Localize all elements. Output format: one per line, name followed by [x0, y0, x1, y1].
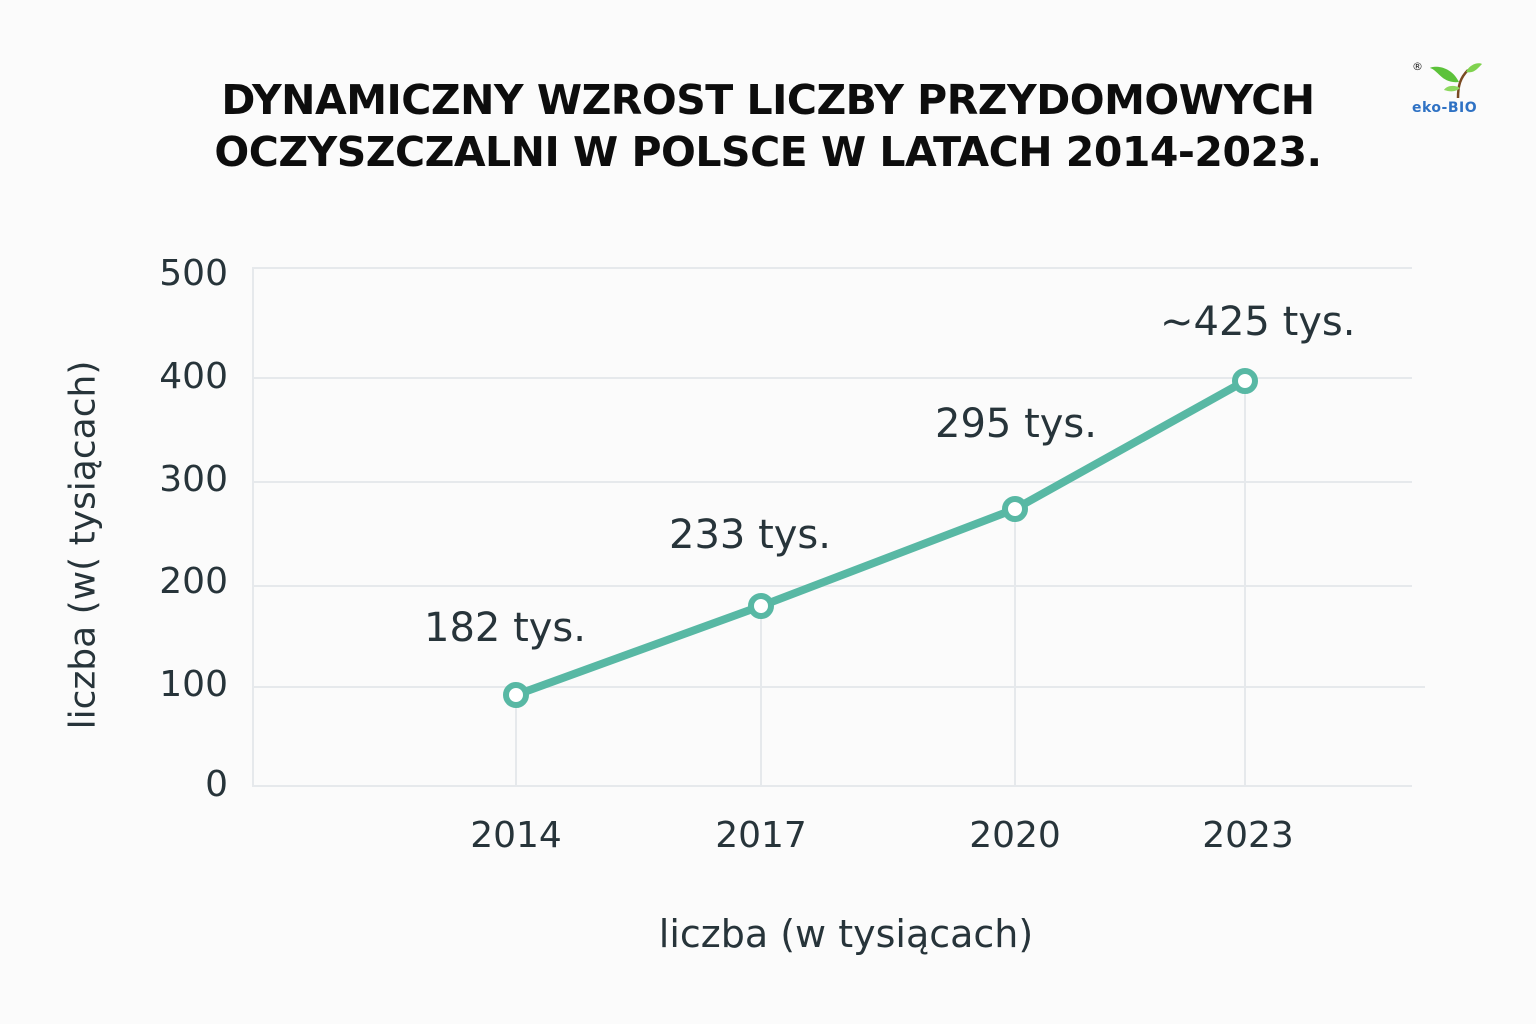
data-label-2014: 182 tys. [424, 605, 586, 651]
y-tick-0: 0 [205, 764, 228, 805]
leaf-sprout-icon [1430, 63, 1482, 99]
x-tick-2014: 2014 [470, 815, 562, 856]
y-tick-400: 400 [159, 356, 228, 397]
data-point-markers [503, 368, 1258, 708]
data-label-2023: ~425 tys. [1160, 299, 1356, 345]
x-tick-2023: 2023 [1202, 815, 1294, 856]
y-tick-200: 200 [159, 561, 228, 602]
y-tick-500: 500 [159, 253, 228, 294]
data-point-2014[interactable] [503, 682, 529, 708]
registered-mark: ® [1412, 60, 1423, 73]
chart-title: DYNAMICZNY WZROST LICZBY PRZYDOMOWYCH OC… [0, 74, 1536, 178]
eko-bio-logo: ® eko-BIO [1408, 58, 1488, 120]
y-tick-100: 100 [159, 664, 228, 705]
chart-title-line-2: OCZYSZCZALNI W POLSCE W LATACH 2014-2023… [214, 128, 1322, 176]
data-point-2020[interactable] [1002, 496, 1028, 522]
data-series-line [512, 377, 1249, 699]
data-point-2017[interactable] [748, 593, 774, 619]
data-label-2020: 295 tys. [935, 401, 1097, 447]
x-axis-title: liczba (w tysiącach) [658, 912, 1034, 956]
y-axis-title: liczba (w( tysiącach) [62, 360, 104, 730]
x-tick-2017: 2017 [715, 815, 807, 856]
chart-title-line-1: DYNAMICZNY WZROST LICZBY PRZYDOMOWYCH [221, 76, 1315, 124]
logo-brand-text: eko-BIO [1412, 100, 1478, 116]
gridlines [252, 267, 1425, 787]
data-point-2023[interactable] [1232, 368, 1258, 394]
x-tick-2020: 2020 [969, 815, 1061, 856]
y-tick-300: 300 [159, 459, 228, 500]
data-label-2017: 233 tys. [669, 512, 831, 558]
